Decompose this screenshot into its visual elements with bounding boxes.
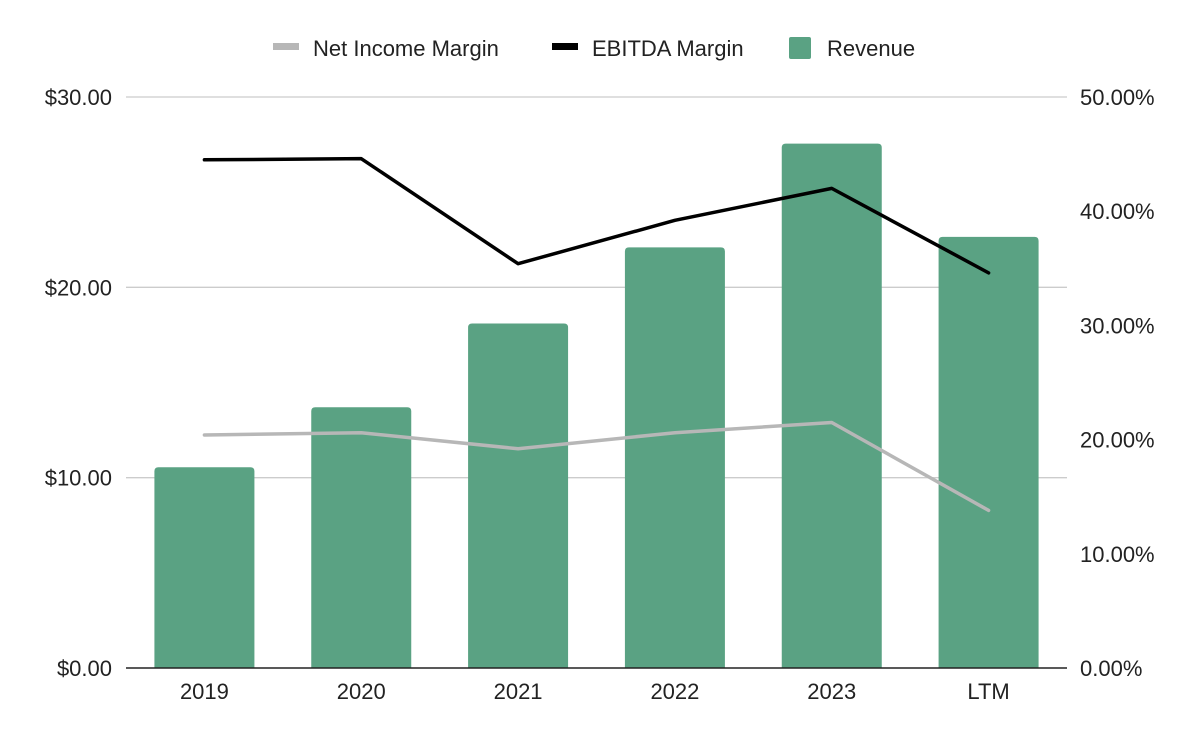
x-tick-label: 2023 [807,679,856,704]
margin-lines [202,156,991,513]
gridlines [126,96,1067,479]
axes: $0.00 $10.00 $20.00 $30.00 0.00% 10.00% 20.00%… [45,85,1155,704]
legend-label-revenue: Revenue [827,36,915,61]
legend-label-ebitda-margin: EBITDA Margin [592,36,744,61]
revenue-bar [938,236,1039,668]
x-tick-label: 2021 [494,679,543,704]
y-right-tick-label: 40.00% [1080,199,1155,224]
y-right-tick-label: 10.00% [1080,542,1155,567]
legend: Net Income Margin EBITDA Margin Revenue [273,36,915,61]
legend-label-net-income-margin: Net Income Margin [313,36,499,61]
x-tick-label: 2022 [650,679,699,704]
revenue-bar [468,323,569,668]
net-income-margin-line [202,420,991,513]
revenue-bars [154,143,1039,669]
legend-swatch-ebitda-margin [552,43,578,50]
y-right-tick-label: 0.00% [1080,656,1142,681]
legend-swatch-net-income-margin [273,43,299,50]
y-left-tick-label: $30.00 [45,85,112,110]
x-tick-label: 2020 [337,679,386,704]
y-left-tick-label: $20.00 [45,275,112,300]
x-tick-label: 2019 [180,679,229,704]
y-left-tick-label: $10.00 [45,466,112,491]
y-right-tick-label: 30.00% [1080,313,1155,338]
y-right-tick-label: 20.00% [1080,428,1155,453]
revenue-bar [624,247,725,668]
y-right-tick-label: 50.00% [1080,85,1155,110]
revenue-bar [781,143,882,669]
legend-swatch-revenue [789,37,811,59]
revenue-bar [154,467,255,668]
revenue-bar [311,407,412,668]
y-left-tick-label: $0.00 [57,656,112,681]
ebitda-margin-line [202,156,991,275]
x-tick-label: LTM [967,679,1009,704]
